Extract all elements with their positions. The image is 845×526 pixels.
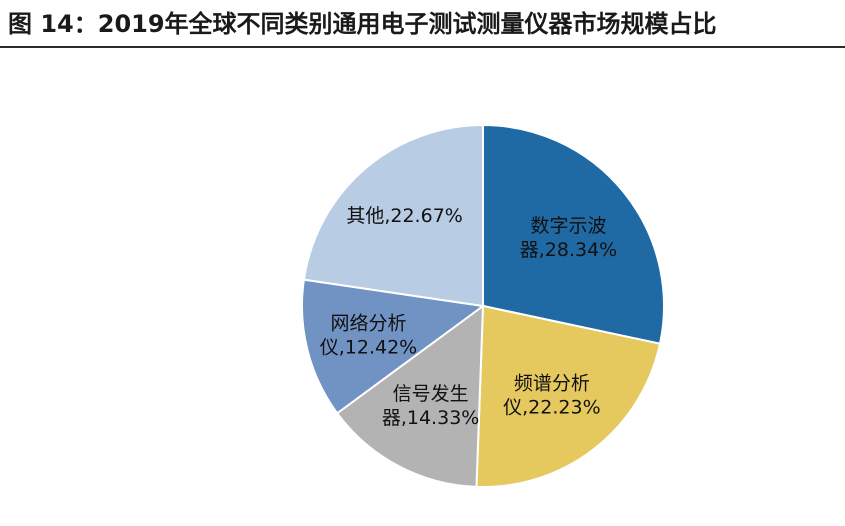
- pie-labels: 数字示波器,28.34% 频谱分析仪,22.23% 信号发生器,14.33% 网络分析…: [320, 205, 618, 429]
- title-divider: [0, 46, 845, 48]
- pie-slice-label-2: 信号发生器,14.33%: [382, 383, 480, 429]
- pie-slice-3: [301, 278, 486, 415]
- pie-slice-label-3: 网络分析仪,12.42%: [320, 313, 418, 359]
- pie-slice-label-line: 器,28.34%: [520, 239, 618, 261]
- figure-title: 图 14：2019年全球不同类别通用电子测试测量仪器市场规模占比: [8, 10, 717, 38]
- pie-slice-label-line: 器,14.33%: [382, 407, 480, 429]
- pie-slice-label-0: 数字示波器,28.34%: [520, 215, 618, 261]
- pie-slice-2: [335, 303, 485, 488]
- pie-slice-label-1: 频谱分析仪,22.23%: [503, 372, 601, 418]
- pie-slice-label-line: 信号发生: [393, 383, 469, 405]
- pie-slice-0: [482, 123, 665, 345]
- pie-slice-1: [475, 304, 662, 488]
- pie-slice-label-line: 仪,22.23%: [503, 396, 601, 418]
- pie-slice-label-line: 网络分析: [330, 313, 406, 335]
- pie-slice-label-line: 数字示波: [530, 215, 606, 237]
- pie-slice-label-line: 其他,22.67%: [346, 205, 463, 227]
- pie-slices: [301, 123, 665, 488]
- pie-slice-label-line: 频谱分析: [514, 372, 590, 394]
- pie-slice-4: [302, 123, 484, 308]
- pie-slice-label-4: 其他,22.67%: [346, 205, 463, 227]
- pie-slice-label-line: 仪,12.42%: [320, 337, 418, 359]
